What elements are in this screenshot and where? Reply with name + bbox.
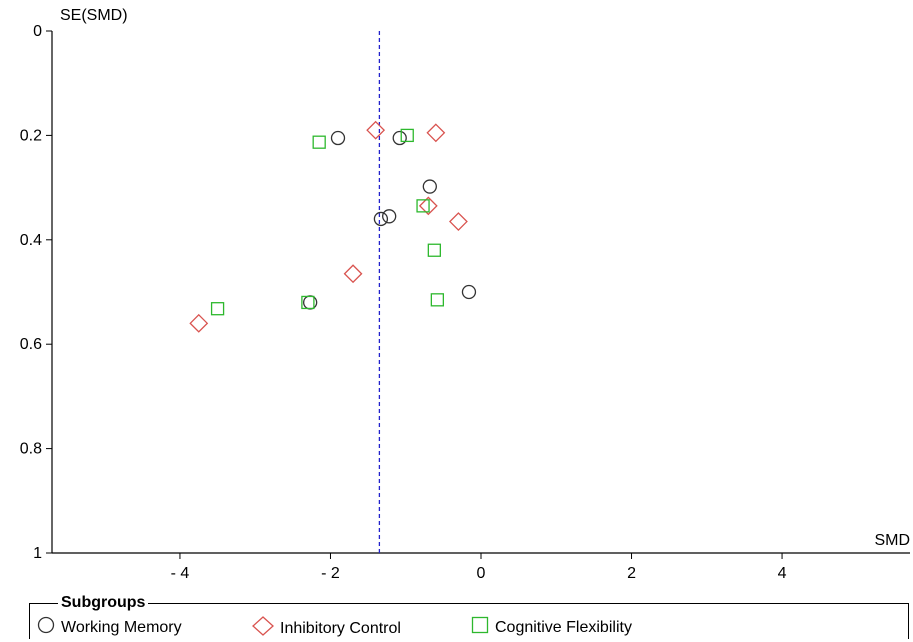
legend-label: Cognitive Flexibility (495, 619, 632, 636)
point-working-memory (461, 284, 477, 300)
x-tick-label: 4 (778, 565, 787, 582)
circle-marker-icon (37, 616, 55, 640)
y-axis-title: SE(SMD) (60, 7, 128, 24)
legend-title: Subgroups (58, 595, 149, 611)
point-inhibitory-control (426, 123, 446, 143)
point-cognitive-flexibility (210, 302, 225, 316)
x-axis-title: SMD (874, 532, 910, 549)
point-working-memory (330, 130, 346, 146)
point-inhibitory-control (449, 212, 468, 231)
point-working-memory (422, 179, 437, 194)
y-tick-label: 1 (33, 545, 42, 562)
point-cognitive-flexibility (430, 293, 444, 307)
x-tick-label: 0 (477, 565, 486, 582)
diamond-marker-icon (252, 616, 274, 642)
point-inhibitory-control (366, 120, 386, 140)
funnel-plot: 0 0.2 0.4 0.6 0.8 1 - 4 - 2 0 2 4 SE(SMD) SMD (20, 7, 910, 582)
square-marker-icon (471, 616, 489, 640)
x-tick-label: - 2 (321, 565, 340, 582)
x-tick-label: - 4 (171, 565, 190, 582)
x-tick-label: 2 (627, 565, 636, 582)
legend-item-cognitive-flexibility: Cognitive Flexibility (471, 616, 632, 640)
legend: Subgroups Working Memory Inhibitory Cont… (29, 595, 909, 642)
y-tick-label: 0.2 (20, 127, 42, 144)
point-cognitive-flexibility (427, 243, 441, 257)
point-cognitive-flexibility (301, 295, 315, 310)
point-cognitive-flexibility (416, 199, 430, 213)
y-tick-label: 0 (33, 23, 42, 40)
y-tick-label: 0.4 (20, 232, 42, 249)
point-working-memory (373, 211, 389, 227)
point-inhibitory-control (189, 313, 209, 333)
point-cognitive-flexibility (400, 128, 414, 143)
legend-item-working-memory: Working Memory (37, 616, 182, 640)
point-inhibitory-control (343, 264, 363, 284)
y-tick-label: 0.8 (20, 441, 42, 458)
point-cognitive-flexibility (312, 135, 326, 149)
legend-label: Inhibitory Control (280, 620, 401, 637)
legend-label: Working Memory (61, 619, 182, 636)
legend-item-inhibitory-control: Inhibitory Control (252, 616, 401, 642)
point-working-memory (303, 295, 318, 310)
point-working-memory (392, 130, 407, 146)
point-inhibitory-control (418, 196, 438, 216)
point-working-memory (382, 209, 397, 224)
y-tick-label: 0.6 (20, 336, 42, 353)
